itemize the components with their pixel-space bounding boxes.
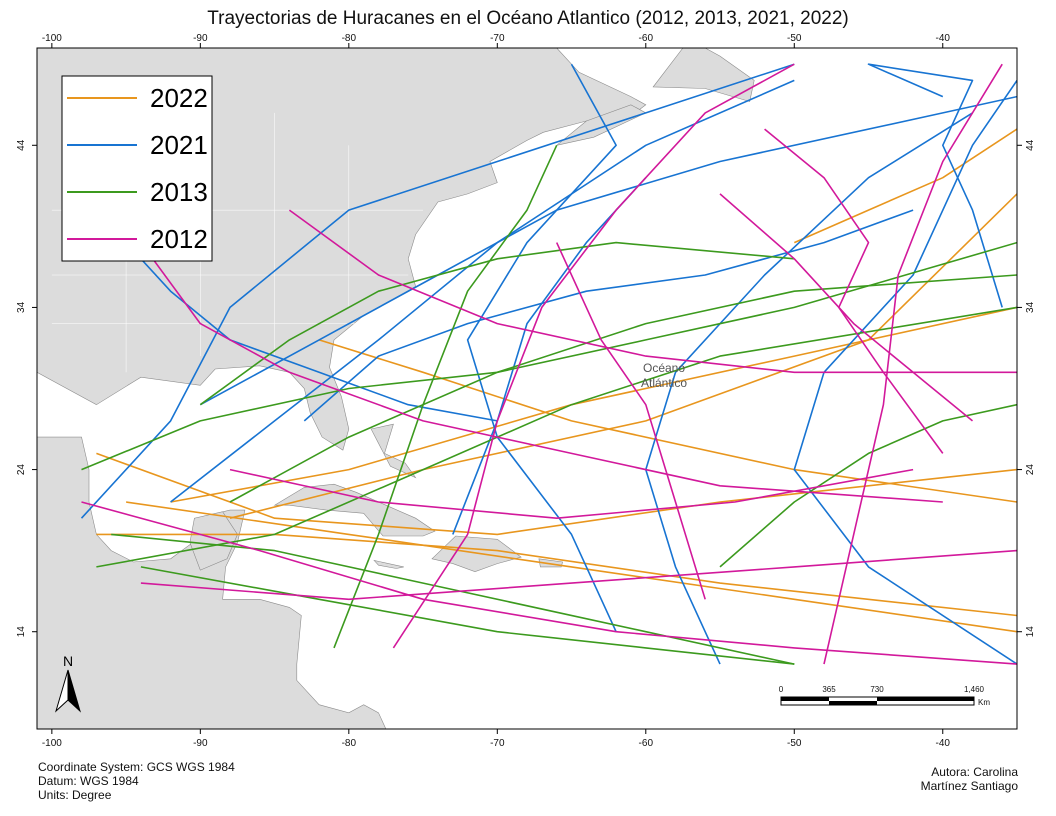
- tick-label-lon-top--80: -80: [342, 33, 357, 44]
- track-2022-6: [318, 339, 1017, 503]
- tick-label-lon-bottom--40: -40: [936, 738, 951, 749]
- footer-datum: Datum: WGS 1984: [38, 774, 139, 788]
- track-2021-10: [452, 177, 647, 535]
- track-2012-8: [719, 193, 974, 422]
- north-arrow: N: [55, 653, 81, 713]
- footer-author: Autora: Carolina Martínez Santiago: [921, 765, 1018, 793]
- track-2013-3: [229, 274, 1017, 503]
- track-2013-2: [111, 533, 795, 665]
- track-2012-7: [140, 549, 1017, 601]
- track-2022-1: [96, 452, 1017, 536]
- scale-seg-1: [781, 697, 829, 701]
- tick-label-lat-left-14: 14: [16, 626, 27, 638]
- track-2013-5: [333, 144, 558, 649]
- scale-label-0: 0: [779, 685, 784, 694]
- tick-label-lon-top--50: -50: [787, 33, 802, 44]
- graticule-ticks: -100 -100 -90 -90 -80 -80 -70 -70 -60 -60 -50 -50 -4…: [16, 33, 1036, 749]
- scale-seg-3: [877, 697, 974, 701]
- ocean-label-line1: Océano: [643, 361, 685, 375]
- track-2012-9: [229, 468, 914, 520]
- track-2022-5: [125, 501, 1017, 633]
- tick-label-lon-top--60: -60: [639, 33, 654, 44]
- scale-label-1460: 1,460: [964, 685, 985, 694]
- track-2012-4: [392, 63, 795, 649]
- tick-label-lat-left-24: 24: [16, 464, 27, 476]
- track-2012-1: [140, 242, 943, 503]
- tick-label-lon-bottom--80: -80: [342, 738, 357, 749]
- scale-bar: 0 365 730 1,460 Km: [779, 685, 991, 707]
- track-2013-7: [719, 403, 1017, 568]
- scale-seg-2: [829, 701, 877, 705]
- map-title: Trayectorias de Huracanes en el Océano A…: [207, 8, 849, 29]
- footer-author-line2: Martínez Santiago: [920, 779, 1018, 793]
- tick-label-lat-right-14: 14: [1025, 626, 1036, 638]
- track-2022-3: [96, 533, 1017, 617]
- track-2013-6: [199, 241, 795, 406]
- legend-box: [61, 75, 213, 262]
- ocean-label-line2: Atlántico: [641, 376, 687, 390]
- scale-unit: Km: [978, 698, 990, 707]
- tracks-layer: [80, 63, 1017, 665]
- tick-label-lon-bottom--50: -50: [787, 738, 802, 749]
- track-2021-8: [110, 225, 498, 422]
- tick-label-lat-left-44: 44: [16, 139, 27, 151]
- tick-label-lon-bottom--90: -90: [193, 738, 208, 749]
- tick-label-lon-top--70: -70: [490, 33, 505, 44]
- track-2021-5: [644, 112, 973, 665]
- track-2021-7: [303, 209, 914, 422]
- track-2012-10: [764, 128, 944, 454]
- track-2022-4: [229, 193, 1017, 519]
- tick-label-lat-right-44: 44: [1025, 139, 1036, 151]
- north-america-land: [37, 112, 387, 729]
- legend-label-2012: 2012: [150, 224, 208, 254]
- tick-label-lon-top--100: -100: [42, 33, 62, 44]
- tick-label-lon-bottom--70: -70: [490, 738, 505, 749]
- tick-label-lat-right-34: 34: [1025, 301, 1036, 313]
- tick-label-lat-right-24: 24: [1025, 464, 1036, 476]
- footer-author-line1: Autora: Carolina: [931, 765, 1018, 779]
- track-2022-7: [793, 128, 1017, 244]
- footer-coordinate-system: Coordinate System: GCS WGS 1984: [38, 760, 235, 774]
- legend-label-2022: 2022: [150, 83, 208, 113]
- map-frame-border: [36, 47, 1018, 730]
- legend-label-2013: 2013: [150, 177, 208, 207]
- footer-units: Units: Degree: [38, 788, 112, 802]
- tick-label-lat-left-34: 34: [16, 301, 27, 313]
- tick-label-lon-bottom--100: -100: [42, 738, 62, 749]
- tick-label-lon-top--90: -90: [193, 33, 208, 44]
- legend-label-2021: 2021: [150, 130, 208, 160]
- track-2021-2: [170, 79, 795, 503]
- track-2012-5: [555, 242, 706, 600]
- track-2012-6: [823, 63, 1003, 665]
- legend: 2022 2021 2013 2012: [61, 75, 213, 262]
- jamaica-land: [373, 559, 404, 569]
- tick-label-lon-bottom--60: -60: [639, 738, 654, 749]
- track-2013-8: [140, 566, 795, 665]
- track-2021-4: [466, 63, 617, 633]
- track-2012-3: [288, 209, 1017, 374]
- track-2012-2: [81, 501, 1017, 665]
- scale-label-730: 730: [870, 685, 884, 694]
- track-2021-1: [80, 63, 795, 519]
- bahamas-land: [370, 423, 417, 479]
- scale-label-365: 365: [822, 685, 836, 694]
- north-arrow-label: N: [63, 653, 73, 669]
- tick-label-lon-top--40: -40: [936, 33, 951, 44]
- track-2021-9: [867, 63, 1003, 308]
- footer-metadata: Coordinate System: GCS WGS 1984 Datum: W…: [38, 760, 235, 802]
- north-arrow-right-icon: [67, 669, 81, 713]
